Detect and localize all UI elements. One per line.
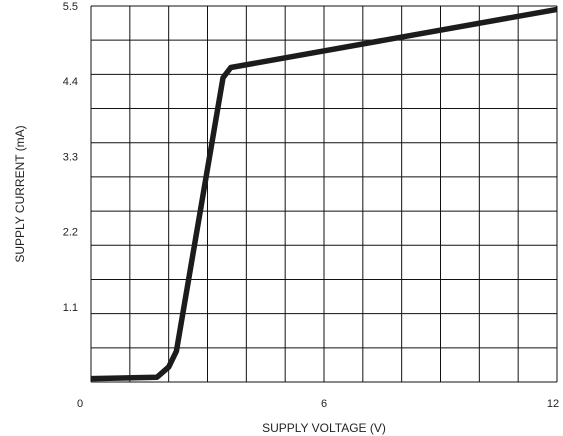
y-tick-label: 4.4	[63, 76, 78, 88]
y-tick-labels: 1.1 2.2 3.3 4.4 5.5	[63, 1, 78, 314]
x-tick-label: 12	[547, 398, 559, 410]
grid	[90, 5, 558, 383]
y-axis-label: SUPPLY CURRENT (mA)	[13, 125, 27, 262]
x-tick-labels: 0 6 12	[77, 398, 559, 410]
x-tick-label: 0	[77, 398, 83, 410]
y-tick-label: 5.5	[63, 1, 78, 13]
y-tick-label: 1.1	[63, 302, 78, 314]
series-group	[90, 6, 558, 382]
y-tick-label: 2.2	[63, 227, 78, 239]
series-line	[90, 6, 558, 382]
x-tick-label: 6	[321, 398, 327, 410]
y-tick-label: 3.3	[63, 151, 78, 163]
x-axis-label: SUPPLY VOLTAGE (V)	[262, 421, 386, 435]
